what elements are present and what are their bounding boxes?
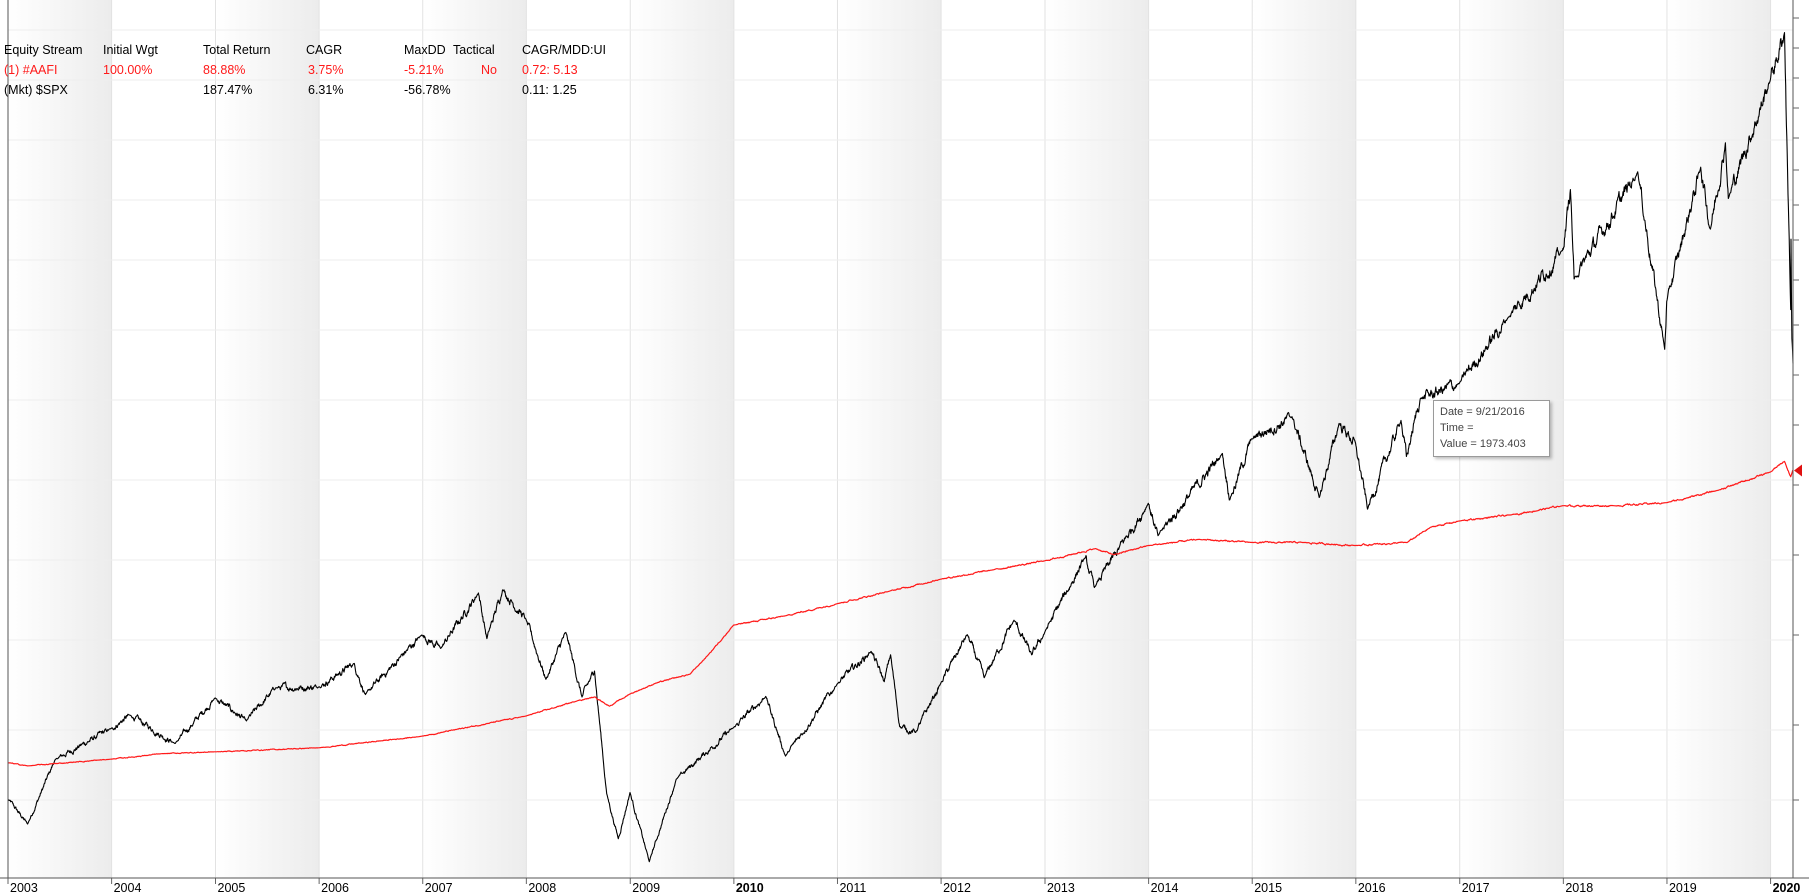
- year-label-2004: 2004: [114, 881, 142, 894]
- header-maxdd: MaxDD: [404, 43, 446, 57]
- cagr-mdd-ui-value: 0.72: 5.13: [522, 63, 578, 77]
- series-line-aafi[interactable]: [8, 460, 1794, 767]
- year-label-2003: 2003: [10, 881, 38, 894]
- year-band-2003: [8, 0, 112, 878]
- year-label-2006: 2006: [321, 881, 349, 894]
- last-value-marker: [1794, 464, 1802, 477]
- year-label-2005: 2005: [218, 881, 246, 894]
- year-bands: [8, 0, 1771, 878]
- header-tactical: Tactical: [453, 43, 495, 57]
- year-label-2014: 2014: [1151, 881, 1179, 894]
- year-band-2005: [215, 0, 320, 878]
- year-label-2015: 2015: [1254, 881, 1282, 894]
- series-line-spx[interactable]: [7, 32, 1794, 863]
- header-cagr: CAGR: [306, 43, 343, 57]
- year-band-2011: [837, 0, 942, 878]
- year-band-2009: [630, 0, 734, 878]
- maxdd-value: -5.21%: [404, 63, 444, 77]
- header-equity-stream: Equity Stream: [4, 43, 83, 57]
- year-label-2018: 2018: [1565, 881, 1593, 894]
- stream-name: (Mkt) $SPX: [4, 83, 68, 97]
- year-label-2013: 2013: [1047, 881, 1075, 894]
- cagr-value: 3.75%: [308, 63, 344, 77]
- cagr-value: 6.31%: [308, 83, 344, 97]
- year-band-2015: [1252, 0, 1356, 878]
- gridlines: [7, 0, 1793, 878]
- total-return-value: 187.47%: [203, 83, 253, 97]
- series-layer: [7, 32, 1794, 863]
- total-return-value: 88.88%: [203, 63, 246, 77]
- stream-name: (1) #AAFI: [4, 63, 58, 77]
- tooltip-date: Date = 9/21/2016: [1440, 406, 1525, 418]
- year-label-2007: 2007: [425, 881, 453, 894]
- right-axis-ticks: [1793, 17, 1802, 801]
- maxdd-value: -56.78%: [404, 83, 451, 97]
- tooltip-time: Time =: [1440, 422, 1474, 434]
- year-band-2019: [1666, 0, 1771, 878]
- year-label-2017: 2017: [1462, 881, 1490, 894]
- value-tooltip: Date = 9/21/2016 Time = Value = 1973.403: [1433, 400, 1550, 457]
- year-label-2012: 2012: [943, 881, 971, 894]
- year-label-2010: 2010: [736, 881, 764, 894]
- year-label-2008: 2008: [528, 881, 556, 894]
- year-band-2013: [1044, 0, 1149, 878]
- cagr-mdd-ui-value: 0.11: 1.25: [522, 83, 577, 97]
- header-initial-wgt: Initial Wgt: [103, 43, 158, 57]
- year-label-2011: 2011: [839, 881, 866, 894]
- header-cagr-mdd-ui: CAGR/MDD:UI: [522, 43, 607, 57]
- year-label-2020: 2020: [1773, 881, 1801, 894]
- year-label-2019: 2019: [1669, 881, 1697, 894]
- tooltip-value: Value = 1973.403: [1440, 438, 1526, 450]
- year-label-2009: 2009: [632, 881, 660, 894]
- year-band-2007: [422, 0, 527, 878]
- header-total-return: Total Return: [203, 43, 271, 57]
- year-label-2016: 2016: [1358, 881, 1386, 894]
- tactical-value: No: [481, 63, 497, 77]
- initial-wgt-value: 100.00%: [103, 63, 153, 77]
